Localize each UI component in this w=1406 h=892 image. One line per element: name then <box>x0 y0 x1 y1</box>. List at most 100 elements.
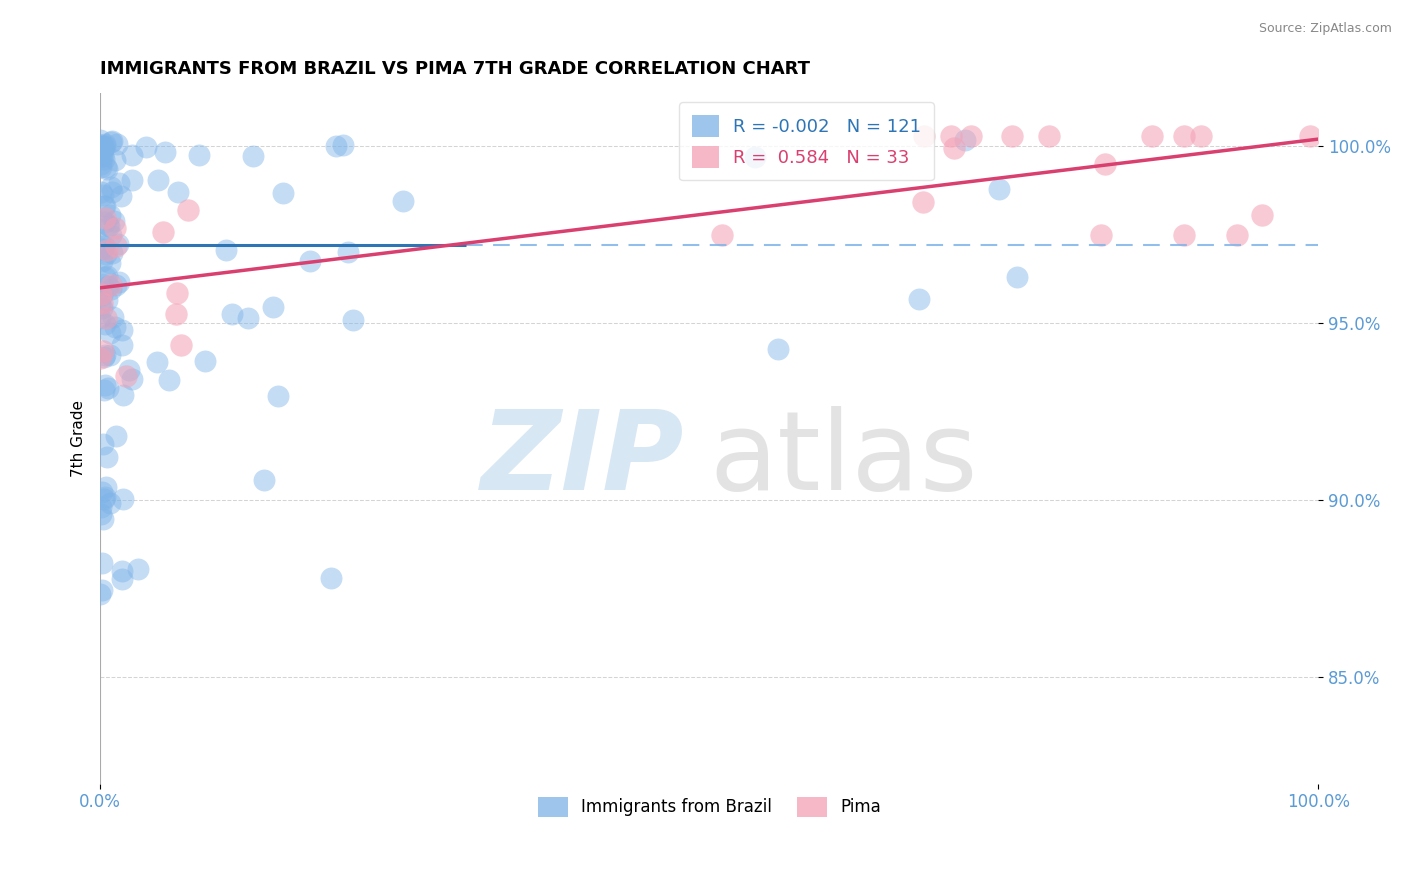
Point <box>100 179 122 194</box>
Point <box>392 194 415 209</box>
Point <box>1226 227 1249 242</box>
Point <box>1001 128 1024 143</box>
Point <box>146 173 169 187</box>
Point <box>90 185 112 199</box>
Point <box>710 227 733 242</box>
Point <box>90 484 112 499</box>
Point <box>987 182 1010 196</box>
Point <box>146 355 169 369</box>
Point <box>94 348 117 362</box>
Point <box>96 162 118 177</box>
Point <box>1140 128 1163 143</box>
Point <box>94 311 117 326</box>
Point <box>93 139 115 153</box>
Point <box>94 317 117 331</box>
Point <box>91 188 114 202</box>
Point <box>267 389 290 403</box>
Point <box>188 148 211 162</box>
Point <box>98 326 121 340</box>
Point <box>242 149 264 163</box>
Point <box>121 148 143 162</box>
Point <box>155 145 177 159</box>
Point <box>91 512 114 526</box>
Point <box>110 338 132 352</box>
Point <box>911 195 934 210</box>
Point <box>1173 227 1195 242</box>
Point <box>115 369 138 384</box>
Legend: Immigrants from Brazil, Pima: Immigrants from Brazil, Pima <box>531 790 887 823</box>
Point <box>96 247 118 261</box>
Point <box>121 173 143 187</box>
Point <box>135 140 157 154</box>
Point <box>1298 128 1320 143</box>
Point <box>107 275 129 289</box>
Point <box>194 354 217 368</box>
Point <box>91 344 114 359</box>
Point <box>94 490 117 504</box>
Point <box>112 491 135 506</box>
Point <box>89 133 111 147</box>
Point <box>103 310 125 325</box>
Point <box>90 277 112 291</box>
Point <box>1038 128 1060 143</box>
Point <box>165 307 187 321</box>
Point <box>96 243 118 257</box>
Point <box>214 243 236 257</box>
Point <box>90 157 112 171</box>
Point <box>93 437 115 451</box>
Point <box>94 136 117 151</box>
Point <box>105 136 128 151</box>
Point <box>236 310 259 325</box>
Point <box>91 147 114 161</box>
Point <box>100 136 122 150</box>
Point <box>117 363 139 377</box>
Point <box>908 292 931 306</box>
Point <box>960 128 983 143</box>
Point <box>108 176 131 190</box>
Point <box>90 286 112 301</box>
Point <box>121 371 143 385</box>
Point <box>93 383 115 397</box>
Point <box>93 492 115 507</box>
Point <box>157 373 180 387</box>
Point <box>94 211 117 226</box>
Point <box>943 141 966 155</box>
Point <box>104 220 127 235</box>
Point <box>167 185 190 199</box>
Point <box>98 219 121 234</box>
Point <box>96 161 118 175</box>
Point <box>744 150 766 164</box>
Point <box>89 310 111 325</box>
Point <box>91 142 114 156</box>
Point <box>93 351 115 365</box>
Point <box>1189 128 1212 143</box>
Point <box>127 562 149 576</box>
Point <box>91 301 114 316</box>
Point <box>91 149 114 163</box>
Point <box>91 296 114 310</box>
Point <box>100 277 122 292</box>
Point <box>90 138 112 153</box>
Point <box>89 235 111 250</box>
Point <box>955 133 977 147</box>
Point <box>332 138 354 153</box>
Point <box>91 242 114 256</box>
Point <box>939 128 962 143</box>
Point <box>96 269 118 284</box>
Point <box>100 228 122 243</box>
Point <box>337 245 360 260</box>
Point <box>93 152 115 166</box>
Point <box>100 208 122 222</box>
Point <box>1251 208 1274 222</box>
Point <box>103 214 125 228</box>
Point <box>105 277 128 292</box>
Point <box>90 150 112 164</box>
Point <box>89 351 111 366</box>
Text: Source: ZipAtlas.com: Source: ZipAtlas.com <box>1258 22 1392 36</box>
Point <box>325 139 347 153</box>
Point <box>107 236 129 251</box>
Point <box>98 256 121 270</box>
Point <box>96 450 118 465</box>
Point <box>93 199 115 213</box>
Point <box>1005 269 1028 284</box>
